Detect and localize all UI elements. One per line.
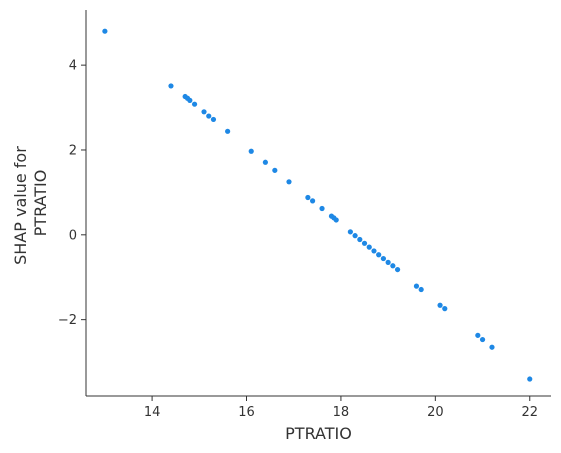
y-tick-label: 4	[69, 59, 77, 74]
scatter-point	[305, 194, 311, 201]
scatter-point	[201, 109, 207, 115]
scatter-point	[286, 179, 292, 185]
scatter-point	[272, 167, 278, 173]
scatter-point	[527, 376, 533, 382]
scatter-point	[191, 101, 198, 107]
scatter-point	[361, 240, 368, 246]
y-axis-title-line-1: SHAP value for	[11, 146, 30, 265]
scatter-point	[413, 283, 420, 289]
scatter-point	[225, 128, 231, 134]
y-axis-title: SHAP value for PTRATIO	[11, 141, 50, 265]
y-axis-title-line-2: PTRATIO	[31, 170, 50, 237]
scatter-point	[248, 148, 254, 154]
scatter-point	[380, 255, 387, 262]
y-tick-label: −2	[58, 313, 77, 328]
scatter-point	[333, 217, 339, 223]
scatter-point	[168, 83, 174, 89]
scatter-point	[357, 236, 363, 243]
x-axis-ticks: 14 16 18 20 22	[144, 396, 538, 420]
scatter-point	[437, 302, 443, 308]
x-tick-label: 18	[333, 405, 350, 420]
scatter-point	[442, 306, 448, 312]
y-tick-label: 2	[69, 143, 77, 158]
scatter-point	[352, 233, 358, 239]
scatter-point	[347, 229, 353, 235]
scatter-point	[475, 332, 481, 338]
x-tick-label: 20	[427, 405, 444, 420]
scatter-point	[102, 28, 108, 34]
scatter-point	[309, 198, 316, 204]
scatter-point	[394, 266, 401, 273]
x-tick-label: 14	[144, 405, 161, 420]
scatter-point	[187, 97, 193, 103]
scatter-point	[489, 344, 495, 350]
scatter-points	[102, 28, 533, 382]
x-tick-label: 22	[521, 405, 538, 420]
y-axis-ticks: −2 0 2 4	[58, 59, 86, 328]
scatter-point	[319, 205, 325, 212]
scatter-point	[479, 336, 486, 343]
scatter-point	[262, 159, 268, 165]
scatter-point	[376, 252, 382, 258]
scatter-point	[418, 286, 424, 293]
scatter-point	[371, 248, 377, 254]
scatter-point	[390, 263, 396, 269]
scatter-point	[385, 259, 391, 265]
scatter-point	[206, 113, 212, 119]
y-tick-label: 0	[69, 228, 77, 243]
scatter-point	[366, 244, 372, 250]
x-axis-title: PTRATIO	[285, 424, 352, 443]
x-tick-label: 16	[238, 405, 255, 420]
scatter-point	[210, 116, 217, 123]
